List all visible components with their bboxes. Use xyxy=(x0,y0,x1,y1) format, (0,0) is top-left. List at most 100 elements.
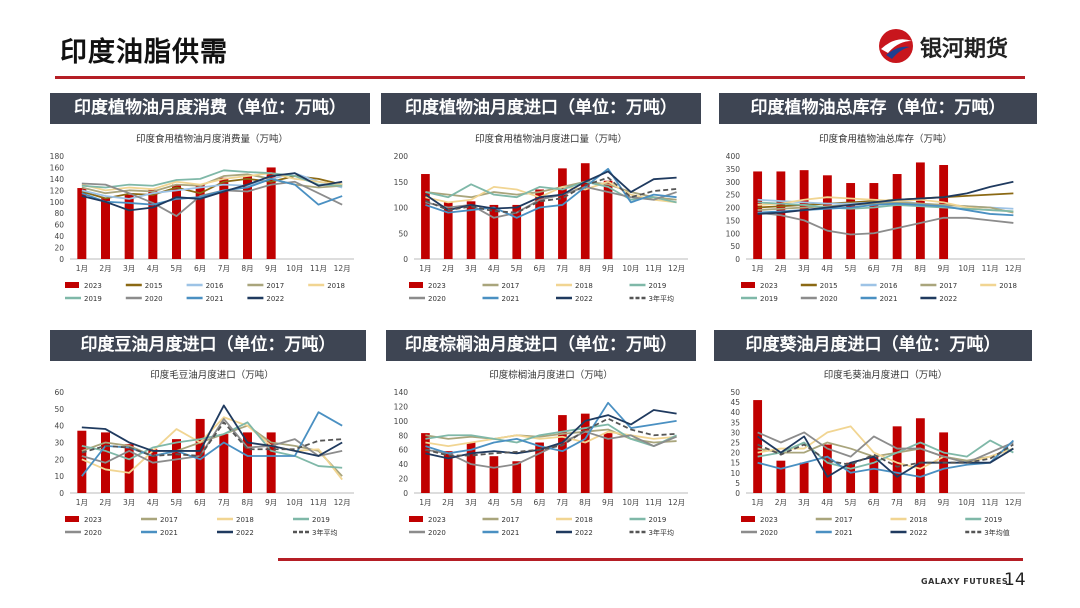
legend-item: 2017 xyxy=(141,516,178,524)
x-tick-label: 1月 xyxy=(751,264,763,273)
x-tick-label: 6月 xyxy=(533,264,545,273)
x-tick-label: 8月 xyxy=(914,264,926,273)
x-tick-label: 7月 xyxy=(218,498,230,507)
y-tick-label: 120 xyxy=(50,186,65,195)
x-tick-label: 9月 xyxy=(602,498,614,507)
legend-item: 2018 xyxy=(890,516,927,524)
legend-label: 2020 xyxy=(428,295,446,303)
bar-2023 xyxy=(799,462,809,493)
line-3年平均 xyxy=(425,176,677,214)
bar-2023 xyxy=(443,202,453,259)
x-tick-label: 12月 xyxy=(1005,264,1022,273)
bar-2023 xyxy=(558,168,567,259)
y-tick-label: 20 xyxy=(54,244,64,253)
x-tick-label: 10月 xyxy=(622,498,639,507)
line-2019 xyxy=(757,439,1014,470)
legend-label: 2016 xyxy=(206,282,224,290)
bar-2023 xyxy=(822,175,832,259)
legend-label: 2015 xyxy=(820,282,838,290)
x-tick-label: 12月 xyxy=(334,264,351,273)
page-title: 印度油脂供需 xyxy=(60,37,228,68)
legend-swatch xyxy=(65,282,79,288)
bar-2023 xyxy=(512,461,522,493)
bar-2023 xyxy=(195,184,205,259)
y-tick-label: 250 xyxy=(726,191,741,200)
legend-label: 2018 xyxy=(327,282,345,290)
y-tick-label: 150 xyxy=(726,216,741,225)
legend-item: 2022 xyxy=(556,529,593,537)
y-tick-label: 140 xyxy=(394,388,409,397)
x-tick-label: 9月 xyxy=(937,498,949,507)
legend-swatch xyxy=(409,282,423,288)
y-tick-label: 60 xyxy=(398,446,408,455)
bar-2023 xyxy=(77,430,87,493)
legend-label: 2019 xyxy=(649,282,667,290)
legend-label: 2020 xyxy=(760,529,778,537)
x-tick-label: 1月 xyxy=(419,498,431,507)
chart-svg: 印度食用植物油总库存（万吨） 0 50 100 150 200 250 300 350 400 1月… xyxy=(726,133,1025,303)
legend-label: 3年平均 xyxy=(312,528,337,537)
legend-item: 2016 xyxy=(860,282,898,290)
x-tick-label: 2月 xyxy=(99,264,111,273)
chart-soyoil: 印度毛豆油月度进口（万吨） 0 10 20 30 40 50 60 1月 2月 3月 4月 5月 6月 7月… xyxy=(36,364,366,557)
legend-label: 3年均值 xyxy=(984,528,1009,537)
y-tick-label: 30 xyxy=(54,439,64,448)
legend-label: 2018 xyxy=(575,282,593,290)
legend-label: 2018 xyxy=(236,516,254,524)
legend-label: 2016 xyxy=(880,282,898,290)
bar-2023 xyxy=(266,432,276,493)
y-tick-label: 0 xyxy=(59,255,64,264)
legend-item: 2018 xyxy=(980,282,1017,290)
y-tick-label: 20 xyxy=(730,449,740,458)
y-tick-label: 160 xyxy=(50,163,65,172)
legend-label: 2017 xyxy=(835,516,853,524)
legend-item: 2019 xyxy=(629,516,666,524)
y-tick-label: 350 xyxy=(726,165,741,174)
bar-2023 xyxy=(266,167,276,259)
legend-item: 2020 xyxy=(409,529,446,537)
legend-label: 2017 xyxy=(160,516,178,524)
line-2022 xyxy=(424,170,677,211)
x-tick-label: 4月 xyxy=(147,498,159,507)
legend-label: 2023 xyxy=(760,516,778,524)
chart-svg: 印度食用植物油月度消费量（万吨） 0 20 40 60 80 100 120 140 160 180… xyxy=(50,133,354,303)
bar-2023 xyxy=(489,204,499,259)
x-tick-label: 1月 xyxy=(419,264,431,273)
line-2021 xyxy=(757,439,1014,478)
y-tick-label: 40 xyxy=(54,232,64,241)
legend-item: 2022 xyxy=(890,529,927,537)
x-tick-label: 12月 xyxy=(668,264,685,273)
x-tick-label: 6月 xyxy=(194,264,206,273)
footer-divider xyxy=(278,558,1023,561)
chart-svg: 印度毛豆油月度进口（万吨） 0 10 20 30 40 50 60 1月 2月 3月 4月 5月 6月 7月… xyxy=(54,369,354,537)
chart-title: 印度毛葵油月度进口（万吨） xyxy=(824,369,948,381)
chart-consumption: 印度食用植物油月度消费量（万吨） 0 20 40 60 80 100 120 140 160 180… xyxy=(36,128,366,323)
legend-swatch xyxy=(65,516,79,522)
legend-item: 2017 xyxy=(482,516,519,524)
bar-2023 xyxy=(915,418,925,493)
legend-swatch xyxy=(741,516,755,522)
legend-item: 2019 xyxy=(65,295,102,303)
chart-svg: 印度棕榈油月度进口（万吨） 0 20 40 60 80 100 120 140 1月 2月 3月 4月 5… xyxy=(394,369,688,537)
line-2020 xyxy=(757,431,1014,464)
legend-item: 2016 xyxy=(186,282,224,290)
legend-label: 2018 xyxy=(575,516,593,524)
legend-item: 2023 xyxy=(741,282,778,290)
legend-item: 3年平均 xyxy=(629,294,674,303)
chart-imports: 印度食用植物油月度进口量（万吨） 0 50 100 150 200 1月 2月 3月 4月 5月 6月… xyxy=(380,128,700,323)
y-tick-label: 200 xyxy=(726,204,741,213)
y-tick-label: 300 xyxy=(726,178,741,187)
legend-item: 2020 xyxy=(65,529,102,537)
line-2021 xyxy=(81,177,343,206)
legend-item: 2020 xyxy=(800,295,838,303)
bar-2023 xyxy=(580,413,590,493)
x-tick-label: 8月 xyxy=(241,498,253,507)
legend-item: 3年均值 xyxy=(965,528,1010,537)
legend-item: 2017 xyxy=(247,282,284,290)
y-tick-label: 400 xyxy=(726,152,741,161)
bar-2023 xyxy=(512,204,522,259)
line-2022 xyxy=(757,180,1014,215)
legend-item: 2021 xyxy=(482,529,519,537)
x-tick-label: 2月 xyxy=(99,498,111,507)
legend-item: 2023 xyxy=(65,282,102,290)
